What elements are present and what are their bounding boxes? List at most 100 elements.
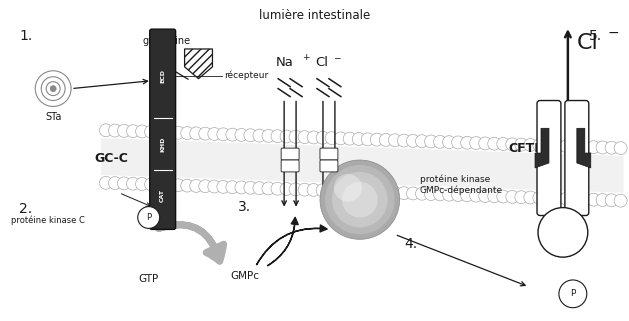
Circle shape [118, 177, 130, 190]
Circle shape [559, 280, 587, 308]
Circle shape [253, 129, 266, 142]
Circle shape [108, 177, 121, 189]
Circle shape [497, 137, 509, 151]
Circle shape [325, 184, 338, 197]
Circle shape [253, 182, 266, 195]
FancyArrowPatch shape [159, 225, 224, 261]
Circle shape [136, 178, 148, 190]
Circle shape [153, 178, 167, 191]
Text: récepteur: récepteur [225, 71, 269, 81]
Circle shape [235, 128, 248, 141]
Circle shape [332, 172, 387, 227]
FancyBboxPatch shape [150, 29, 175, 230]
Circle shape [538, 208, 587, 257]
Circle shape [587, 193, 600, 206]
Text: guanyline: guanyline [143, 36, 191, 46]
Circle shape [181, 126, 194, 140]
Circle shape [271, 130, 284, 143]
Text: Cl: Cl [577, 33, 599, 53]
Circle shape [126, 125, 140, 138]
Text: Cl: Cl [315, 56, 328, 69]
Circle shape [370, 186, 383, 199]
Circle shape [163, 178, 175, 191]
Circle shape [614, 194, 627, 207]
Circle shape [596, 141, 609, 154]
Circle shape [108, 124, 121, 137]
Circle shape [569, 140, 582, 153]
Text: 3.: 3. [238, 200, 252, 214]
Circle shape [226, 181, 239, 194]
Circle shape [452, 136, 465, 149]
Text: +: + [302, 53, 309, 62]
Circle shape [443, 136, 455, 149]
Circle shape [379, 186, 392, 199]
Circle shape [569, 193, 582, 205]
Circle shape [479, 137, 492, 150]
Circle shape [145, 126, 157, 138]
Text: GMPc: GMPc [230, 271, 259, 281]
Text: GTP: GTP [138, 274, 159, 284]
Circle shape [50, 86, 56, 91]
Circle shape [370, 133, 383, 146]
Circle shape [425, 135, 438, 148]
Circle shape [578, 140, 591, 153]
Circle shape [587, 141, 600, 153]
Circle shape [307, 131, 320, 144]
Circle shape [163, 126, 175, 139]
Circle shape [334, 174, 362, 202]
Circle shape [515, 191, 528, 204]
Text: P: P [570, 289, 576, 298]
Text: KHD: KHD [160, 136, 165, 152]
Circle shape [289, 130, 302, 143]
Circle shape [316, 131, 329, 144]
Circle shape [153, 126, 167, 139]
Circle shape [433, 135, 447, 148]
Circle shape [352, 133, 365, 145]
Circle shape [172, 179, 185, 192]
Circle shape [596, 194, 609, 206]
Text: protéine kinase C: protéine kinase C [11, 215, 85, 225]
Circle shape [235, 181, 248, 194]
Circle shape [343, 185, 356, 198]
Circle shape [298, 183, 311, 196]
Circle shape [298, 131, 311, 143]
Circle shape [515, 138, 528, 151]
Polygon shape [101, 138, 623, 193]
Circle shape [487, 137, 501, 150]
Circle shape [244, 129, 257, 142]
Circle shape [208, 127, 221, 140]
Circle shape [470, 189, 482, 202]
Circle shape [181, 179, 194, 192]
Circle shape [361, 133, 374, 146]
Circle shape [280, 183, 293, 195]
Circle shape [280, 130, 293, 143]
Circle shape [138, 207, 160, 229]
Text: 5.: 5. [589, 29, 602, 43]
Circle shape [190, 179, 203, 192]
Circle shape [416, 187, 428, 200]
Text: 4.: 4. [404, 237, 418, 251]
Circle shape [443, 188, 455, 201]
Text: CFTR: CFTR [508, 142, 544, 155]
Circle shape [433, 188, 447, 201]
Circle shape [406, 187, 420, 200]
Circle shape [136, 125, 148, 138]
Circle shape [343, 132, 356, 145]
Text: 1.: 1. [19, 29, 33, 43]
Circle shape [533, 191, 546, 204]
Circle shape [605, 141, 618, 154]
FancyBboxPatch shape [281, 160, 299, 172]
Circle shape [244, 181, 257, 194]
Circle shape [524, 138, 537, 152]
Circle shape [190, 127, 203, 140]
Circle shape [208, 180, 221, 193]
Circle shape [262, 182, 275, 195]
Circle shape [560, 192, 573, 205]
Polygon shape [535, 128, 549, 168]
Circle shape [487, 190, 501, 203]
Circle shape [361, 186, 374, 198]
Circle shape [542, 139, 555, 152]
Circle shape [460, 136, 474, 149]
Circle shape [389, 186, 401, 199]
Circle shape [199, 180, 212, 193]
